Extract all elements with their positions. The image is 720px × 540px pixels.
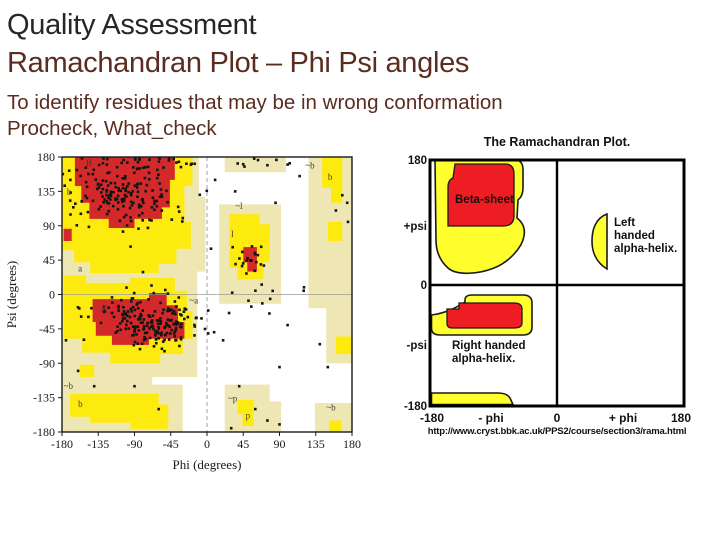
svg-text:0: 0 bbox=[554, 411, 561, 425]
bottom-strip-allowed bbox=[430, 392, 515, 406]
slide-body-line1: To identify residues that may be in wron… bbox=[7, 91, 503, 114]
region-label: handed bbox=[614, 230, 655, 242]
svg-text:180: 180 bbox=[671, 411, 691, 425]
svg-text:-135: -135 bbox=[33, 391, 55, 405]
svg-text:-180: -180 bbox=[420, 411, 444, 425]
x-axis-label: Phi (degrees) bbox=[173, 457, 242, 472]
svg-text:b: b bbox=[78, 399, 83, 409]
svg-text:~b: ~b bbox=[64, 381, 74, 391]
svg-text:90: 90 bbox=[274, 437, 286, 451]
left-handed-helix-allowed bbox=[591, 212, 608, 271]
ramachandran-procheck-plot: Bb a ~b b ~a A ~l l ~p p ~b b ~b -180 -135 -90 -45 0 45 90 1… bbox=[4, 150, 361, 472]
slide-body-line2: Procheck, What_check bbox=[7, 117, 217, 140]
svg-text:-180: -180 bbox=[33, 425, 55, 439]
svg-text:-180: -180 bbox=[404, 401, 427, 413]
svg-text:a: a bbox=[78, 264, 82, 274]
diagram-title: The Ramachandran Plot. bbox=[484, 135, 631, 149]
svg-text:+ phi: + phi bbox=[609, 411, 637, 425]
svg-text:B: B bbox=[86, 158, 92, 168]
svg-text:-45: -45 bbox=[39, 322, 55, 336]
svg-text:135: 135 bbox=[37, 184, 55, 198]
svg-text:~b: ~b bbox=[305, 160, 315, 170]
beta-sheet-core bbox=[447, 163, 515, 227]
svg-text:- phi: - phi bbox=[478, 411, 503, 425]
region-label: alpha-helix. bbox=[614, 243, 677, 255]
svg-text:-45: -45 bbox=[163, 437, 179, 451]
right-handed-helix-core bbox=[446, 302, 523, 329]
region-label: Left bbox=[614, 217, 635, 229]
svg-text:~l: ~l bbox=[235, 201, 243, 211]
svg-text:~b: ~b bbox=[326, 403, 336, 413]
svg-text:90: 90 bbox=[43, 219, 55, 233]
svg-text:l: l bbox=[231, 229, 234, 239]
svg-text:0: 0 bbox=[421, 280, 427, 292]
ramachandran-schematic-diagram: The Ramachandran Plot. Beta-sheet Lefthand… bbox=[404, 135, 692, 437]
svg-text:0: 0 bbox=[49, 288, 55, 302]
svg-text:180: 180 bbox=[408, 155, 427, 167]
svg-text:45: 45 bbox=[237, 437, 249, 451]
svg-text:A: A bbox=[101, 303, 108, 313]
svg-text:~a: ~a bbox=[189, 296, 198, 306]
svg-text:-180: -180 bbox=[51, 437, 73, 451]
slide-title: Quality Assessment bbox=[7, 9, 257, 41]
svg-text:b: b bbox=[328, 172, 333, 182]
svg-text:b: b bbox=[67, 187, 72, 197]
y-axis-label: Psi (degrees) bbox=[4, 261, 19, 329]
svg-text:180: 180 bbox=[343, 437, 361, 451]
region-label: Right handed bbox=[452, 340, 525, 352]
svg-text:-90: -90 bbox=[39, 356, 55, 370]
svg-text:~p: ~p bbox=[228, 393, 238, 403]
svg-text:0: 0 bbox=[204, 437, 210, 451]
svg-text:-psi: -psi bbox=[407, 340, 427, 352]
region-label: alpha-helix. bbox=[452, 353, 515, 365]
source-url: http://www.cryst.bbk.ac.uk/PPS2/course/s… bbox=[428, 426, 687, 437]
svg-text:45: 45 bbox=[43, 253, 55, 267]
region-label: Beta-sheet bbox=[455, 194, 514, 206]
svg-text:-135: -135 bbox=[87, 437, 109, 451]
svg-text:p: p bbox=[246, 410, 251, 420]
svg-text:135: 135 bbox=[307, 437, 325, 451]
svg-text:+psi: +psi bbox=[404, 221, 427, 233]
svg-text:-90: -90 bbox=[127, 437, 143, 451]
slide-subtitle: Ramachandran Plot – Phi Psi angles bbox=[7, 47, 470, 79]
svg-text:180: 180 bbox=[37, 150, 55, 164]
